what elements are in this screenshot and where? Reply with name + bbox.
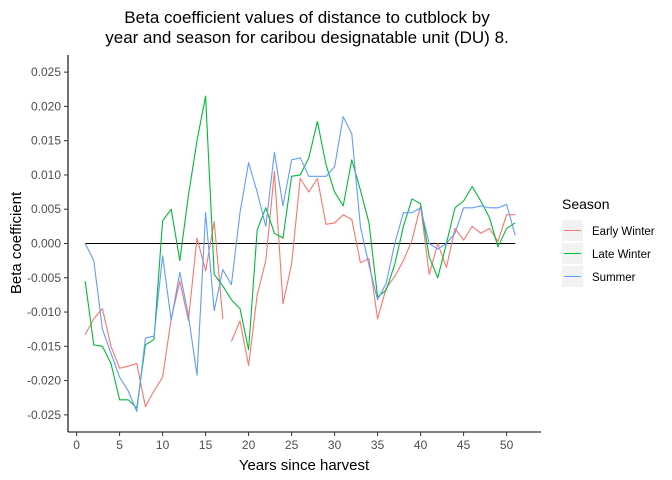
chart-title-line-2: year and season for caribou designatable… [105,28,509,47]
y-ticks: -0.025 -0.020 -0.015 -0.010 -0.005 0.000 0.005… [27,65,68,422]
series-line-early-winter [84,170,516,408]
x-tick-label: 15 [199,438,213,452]
legend-label-late-winter: Late Winter [592,249,651,261]
series-line-late-winter [84,95,516,409]
x-tick-label: 5 [116,438,123,452]
x-tick-label: 20 [242,438,256,452]
y-tick-label: 0.020 [31,99,61,113]
chart-title-line-1: Beta coefficient values of distance to c… [124,8,490,27]
chart-title: Beta coefficient values of distance to c… [105,8,509,47]
y-tick-label: 0.025 [31,65,61,79]
x-tick-label: 40 [414,438,428,452]
y-tick-label: 0.000 [31,237,61,251]
x-tick-label: 30 [328,438,342,452]
y-tick-label: 0.015 [31,134,61,148]
y-tick-label: -0.025 [27,408,61,422]
x-tick-label: 10 [156,438,170,452]
y-tick-label: -0.005 [27,271,61,285]
x-axis-title: Years since harvest [239,457,370,474]
legend-items: Early Winter Late Winter Summer [562,220,655,287]
y-tick-label: 0.010 [31,168,61,182]
y-axis-title: Beta coefficient [8,191,25,294]
x-tick-label: 35 [371,438,385,452]
x-tick-label: 50 [500,438,514,452]
legend-label-early-winter: Early Winter [592,226,655,238]
series-line-summer [84,116,516,412]
y-tick-label: 0.005 [31,202,61,216]
x-tick-label: 45 [457,438,471,452]
x-tick-label: 0 [73,438,80,452]
plot-area [84,95,516,412]
x-ticks: 0 5 10 15 20 25 30 35 40 45 50 [73,432,514,452]
y-tick-label: -0.020 [27,374,61,388]
legend-label-summer: Summer [592,272,636,284]
y-tick-label: -0.015 [27,339,61,353]
y-tick-label: -0.010 [27,305,61,319]
x-tick-label: 25 [285,438,299,452]
legend-title: Season [562,196,609,212]
legend: Season Early Winter Late Winter Summer [562,196,655,287]
